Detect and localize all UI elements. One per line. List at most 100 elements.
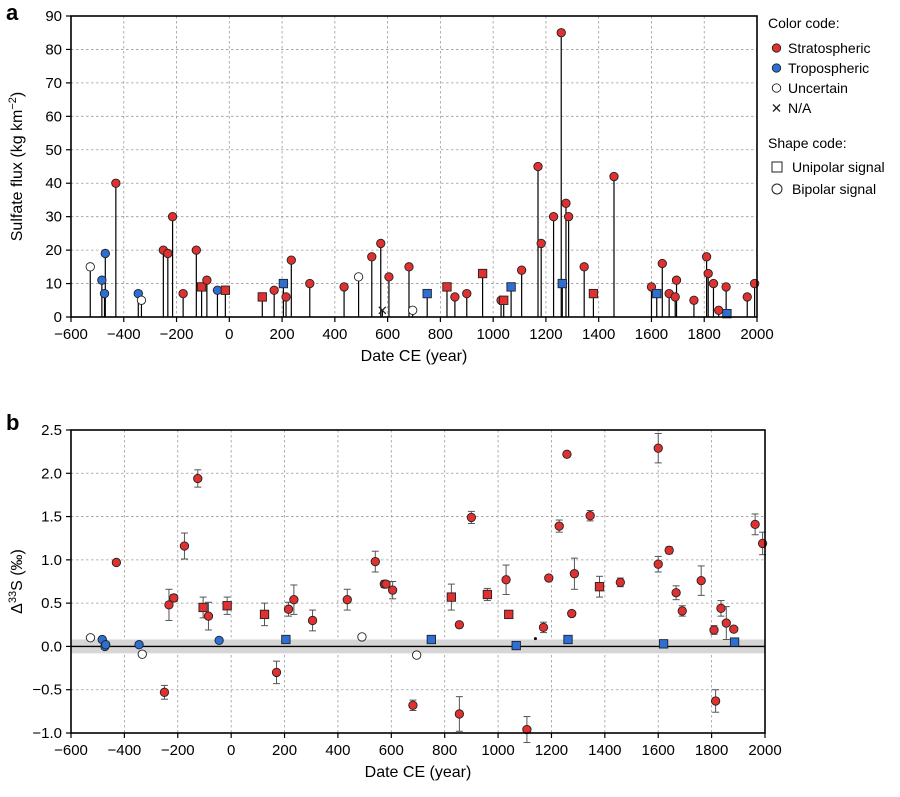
b-xtick-label-7: 800: [432, 742, 457, 759]
legend-square-icon: [771, 161, 783, 173]
b-ytick-label-2: 0.0: [41, 638, 62, 655]
b-point-0: [85, 633, 96, 643]
a-xtick-label-5: 400: [322, 326, 347, 343]
legend-shape-title: Shape code:: [768, 135, 847, 151]
a-point-21: [305, 278, 315, 289]
b-point-57: [696, 575, 706, 586]
legend-circle-icon: [771, 183, 783, 195]
b-point-24: [370, 556, 380, 567]
a-ytick-label-3: 30: [45, 209, 62, 226]
a-ytick-label-8: 80: [45, 41, 62, 58]
a-point-6: [136, 295, 147, 305]
legend-label-stratospheric: Stratospheric: [788, 40, 870, 56]
legend-shape-label-circle: Bipolar signal: [792, 181, 876, 197]
b-xtick-label-12: 1800: [695, 742, 728, 759]
b-point-59: [710, 696, 721, 706]
b-point-51: [653, 443, 663, 453]
panel-b-frame: [70, 429, 766, 734]
b-point-22: [342, 595, 352, 605]
a-point-45: [563, 212, 574, 222]
b-point-40: [533, 637, 537, 641]
a-point-58: [708, 278, 719, 289]
b-point-49: [594, 582, 605, 592]
b-point-61: [721, 618, 731, 628]
b-point-27: [387, 585, 398, 595]
a-ytick-label-1: 10: [45, 276, 62, 293]
panel-a-y-ticks: 0 10 20 30 40 50 60 70 80 90: [45, 8, 71, 326]
a-point-34: [477, 268, 488, 279]
a-ytick-label-9: 90: [45, 8, 62, 25]
b-xtick-label-8: 1000: [481, 742, 514, 759]
b-point-13: [203, 611, 214, 621]
a-ytick-label-5: 50: [45, 142, 62, 159]
panel-b-letter: b: [6, 410, 19, 435]
a-point-4: [111, 178, 121, 188]
a-point-60: [721, 282, 731, 292]
b-point-16: [259, 609, 270, 620]
a-point-30: [422, 288, 432, 299]
legend-label-uncertain: Uncertain: [788, 80, 848, 96]
a-point-41: [548, 212, 559, 222]
a-point-42: [556, 28, 566, 38]
a-point-22: [339, 282, 349, 292]
a-point-23: [353, 272, 364, 282]
panel-a-grid: [71, 16, 757, 317]
b-point-54: [664, 545, 674, 555]
b-point-19: [283, 604, 294, 614]
b-point-48: [585, 511, 595, 521]
b-point-12: [198, 602, 208, 613]
b-point-42: [544, 573, 554, 583]
b-point-14: [214, 635, 224, 646]
panel-b-y-ticks: −1.0 −0.5 0.0 0.5 1.0 1.5 2.0 2.5: [32, 422, 71, 742]
panel-b-y-axis-title: Δ33S (‰): [7, 549, 26, 614]
a-ytick-label-7: 70: [45, 75, 62, 92]
b-point-37: [504, 609, 514, 620]
b-xtick-label-3: 0: [227, 742, 235, 759]
panel-a-stems: [89, 32, 756, 317]
b-point-33: [454, 620, 465, 630]
b-point-10: [179, 541, 190, 551]
a-xtick-label-13: 2000: [740, 326, 773, 343]
legend-item-tropospheric: Tropospheric: [771, 60, 869, 76]
b-point-8: [164, 600, 174, 610]
a-point-51: [657, 258, 667, 269]
a-ytick-label-2: 20: [45, 242, 62, 259]
b-point-17: [271, 667, 282, 678]
b-xtick-label-9: 1200: [535, 742, 568, 759]
a-point-44: [561, 198, 571, 208]
legend-item-uncertain: Uncertain: [771, 80, 848, 96]
b-point-6: [137, 649, 147, 659]
a-xtick-label-11: 1600: [635, 326, 668, 343]
panel-b-points: [85, 443, 768, 735]
panel-b-grid: [71, 430, 765, 733]
a-point-33: [462, 288, 472, 299]
a-point-37: [506, 282, 516, 292]
b-point-45: [563, 634, 573, 645]
a-point-25: [376, 238, 386, 249]
a-xtick-label-6: 600: [375, 326, 400, 343]
a-point-14: [212, 285, 223, 295]
b-point-7: [159, 687, 170, 697]
legend-item-na: N/A: [772, 100, 812, 116]
b-point-41: [538, 622, 549, 633]
b-point-38: [511, 640, 521, 651]
b-point-56: [677, 606, 687, 616]
a-point-38: [516, 265, 527, 275]
a-point-28: [404, 262, 414, 272]
a-point-55: [689, 295, 699, 305]
a-point-29: [408, 305, 418, 315]
a-point-13: [202, 275, 212, 285]
panel-b-x-ticks: −600 −400 −200 0 200 400 600 800 1000 1200 1400 160…: [54, 733, 782, 759]
a-point-40: [536, 238, 546, 249]
b-xtick-label-2: −200: [161, 742, 195, 759]
b-point-43: [554, 521, 564, 531]
a-point-57: [703, 268, 713, 279]
legend-color-title: Color code:: [768, 15, 840, 31]
b-point-52: [653, 559, 663, 569]
b-xtick-label-13: 2000: [748, 742, 781, 759]
legend: Color code: Stratospheric Tropospheric Unc…: [768, 15, 885, 197]
b-ytick-label-0: −1.0: [32, 725, 62, 742]
b-point-30: [426, 634, 436, 645]
b-point-21: [307, 615, 318, 626]
